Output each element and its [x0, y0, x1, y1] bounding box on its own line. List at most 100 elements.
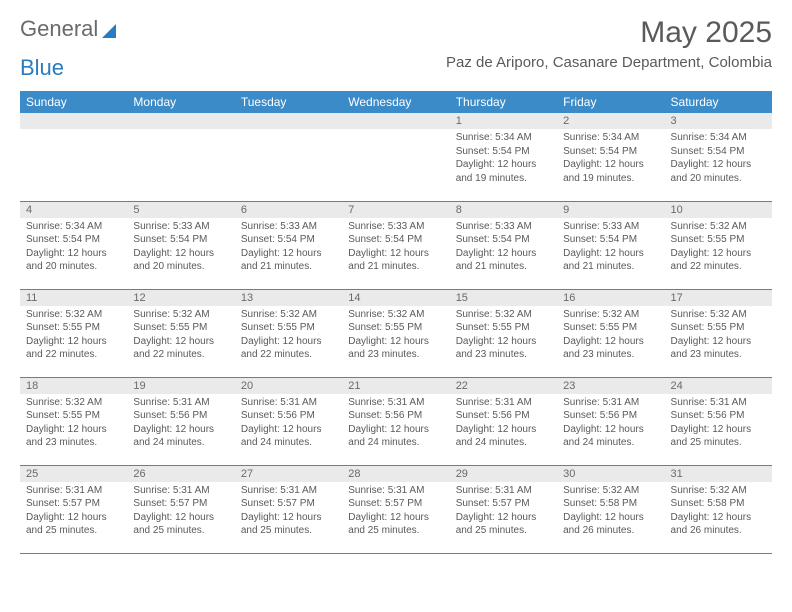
day-number: 4	[20, 202, 127, 218]
calendar-cell: 28Sunrise: 5:31 AMSunset: 5:57 PMDayligh…	[342, 465, 449, 553]
calendar-cell: 23Sunrise: 5:31 AMSunset: 5:56 PMDayligh…	[557, 377, 664, 465]
day-number: 21	[342, 378, 449, 394]
weekday-header: Tuesday	[235, 91, 342, 113]
empty-day	[235, 113, 342, 129]
day-content: Sunrise: 5:31 AMSunset: 5:56 PMDaylight:…	[665, 394, 772, 454]
calendar-body: 1Sunrise: 5:34 AMSunset: 5:54 PMDaylight…	[20, 113, 772, 553]
calendar-week-row: 25Sunrise: 5:31 AMSunset: 5:57 PMDayligh…	[20, 465, 772, 553]
day-number: 31	[665, 466, 772, 482]
day-number: 23	[557, 378, 664, 394]
calendar-cell: 14Sunrise: 5:32 AMSunset: 5:55 PMDayligh…	[342, 289, 449, 377]
day-content: Sunrise: 5:34 AMSunset: 5:54 PMDaylight:…	[665, 129, 772, 189]
weekday-header: Saturday	[665, 91, 772, 113]
calendar-cell: 25Sunrise: 5:31 AMSunset: 5:57 PMDayligh…	[20, 465, 127, 553]
day-number: 20	[235, 378, 342, 394]
day-number: 10	[665, 202, 772, 218]
calendar-cell: 19Sunrise: 5:31 AMSunset: 5:56 PMDayligh…	[127, 377, 234, 465]
calendar-cell: 20Sunrise: 5:31 AMSunset: 5:56 PMDayligh…	[235, 377, 342, 465]
day-content: Sunrise: 5:34 AMSunset: 5:54 PMDaylight:…	[557, 129, 664, 189]
day-content: Sunrise: 5:32 AMSunset: 5:55 PMDaylight:…	[665, 306, 772, 366]
day-content: Sunrise: 5:34 AMSunset: 5:54 PMDaylight:…	[20, 218, 127, 278]
day-number: 26	[127, 466, 234, 482]
location-text: Paz de Ariporo, Casanare Department, Col…	[446, 54, 772, 71]
logo-text-2: Blue	[20, 55, 64, 81]
day-content: Sunrise: 5:32 AMSunset: 5:58 PMDaylight:…	[665, 482, 772, 542]
day-content: Sunrise: 5:32 AMSunset: 5:55 PMDaylight:…	[450, 306, 557, 366]
calendar-cell: 18Sunrise: 5:32 AMSunset: 5:55 PMDayligh…	[20, 377, 127, 465]
calendar-cell: 24Sunrise: 5:31 AMSunset: 5:56 PMDayligh…	[665, 377, 772, 465]
day-content: Sunrise: 5:31 AMSunset: 5:57 PMDaylight:…	[235, 482, 342, 542]
calendar-cell: 22Sunrise: 5:31 AMSunset: 5:56 PMDayligh…	[450, 377, 557, 465]
page-title: May 2025	[446, 16, 772, 50]
day-number: 16	[557, 290, 664, 306]
logo: General	[20, 16, 116, 42]
calendar-cell: 12Sunrise: 5:32 AMSunset: 5:55 PMDayligh…	[127, 289, 234, 377]
calendar-cell: 15Sunrise: 5:32 AMSunset: 5:55 PMDayligh…	[450, 289, 557, 377]
weekday-header: Monday	[127, 91, 234, 113]
day-content: Sunrise: 5:32 AMSunset: 5:55 PMDaylight:…	[557, 306, 664, 366]
calendar-cell: 1Sunrise: 5:34 AMSunset: 5:54 PMDaylight…	[450, 113, 557, 201]
day-content: Sunrise: 5:33 AMSunset: 5:54 PMDaylight:…	[235, 218, 342, 278]
weekday-header: Friday	[557, 91, 664, 113]
logo-text-1: General	[20, 16, 98, 42]
day-number: 13	[235, 290, 342, 306]
day-number: 6	[235, 202, 342, 218]
logo-mark-icon	[102, 24, 116, 38]
calendar-cell: 10Sunrise: 5:32 AMSunset: 5:55 PMDayligh…	[665, 201, 772, 289]
calendar-cell: 30Sunrise: 5:32 AMSunset: 5:58 PMDayligh…	[557, 465, 664, 553]
day-content: Sunrise: 5:33 AMSunset: 5:54 PMDaylight:…	[450, 218, 557, 278]
calendar-cell: 3Sunrise: 5:34 AMSunset: 5:54 PMDaylight…	[665, 113, 772, 201]
calendar-cell: 6Sunrise: 5:33 AMSunset: 5:54 PMDaylight…	[235, 201, 342, 289]
day-number: 28	[342, 466, 449, 482]
day-number: 9	[557, 202, 664, 218]
day-number: 27	[235, 466, 342, 482]
empty-day	[127, 113, 234, 129]
calendar-cell: 16Sunrise: 5:32 AMSunset: 5:55 PMDayligh…	[557, 289, 664, 377]
day-content: Sunrise: 5:31 AMSunset: 5:56 PMDaylight:…	[450, 394, 557, 454]
day-number: 8	[450, 202, 557, 218]
day-content: Sunrise: 5:33 AMSunset: 5:54 PMDaylight:…	[557, 218, 664, 278]
day-content: Sunrise: 5:31 AMSunset: 5:57 PMDaylight:…	[450, 482, 557, 542]
calendar-cell: 8Sunrise: 5:33 AMSunset: 5:54 PMDaylight…	[450, 201, 557, 289]
empty-day	[342, 113, 449, 129]
day-content: Sunrise: 5:31 AMSunset: 5:56 PMDaylight:…	[342, 394, 449, 454]
day-content: Sunrise: 5:32 AMSunset: 5:55 PMDaylight:…	[20, 394, 127, 454]
day-number: 7	[342, 202, 449, 218]
day-number: 30	[557, 466, 664, 482]
day-number: 15	[450, 290, 557, 306]
day-number: 22	[450, 378, 557, 394]
calendar-cell: 29Sunrise: 5:31 AMSunset: 5:57 PMDayligh…	[450, 465, 557, 553]
day-number: 14	[342, 290, 449, 306]
calendar-cell	[342, 113, 449, 201]
calendar-cell: 7Sunrise: 5:33 AMSunset: 5:54 PMDaylight…	[342, 201, 449, 289]
calendar-week-row: 1Sunrise: 5:34 AMSunset: 5:54 PMDaylight…	[20, 113, 772, 201]
day-content: Sunrise: 5:31 AMSunset: 5:56 PMDaylight:…	[127, 394, 234, 454]
day-content: Sunrise: 5:33 AMSunset: 5:54 PMDaylight:…	[342, 218, 449, 278]
calendar-cell: 2Sunrise: 5:34 AMSunset: 5:54 PMDaylight…	[557, 113, 664, 201]
calendar-cell: 11Sunrise: 5:32 AMSunset: 5:55 PMDayligh…	[20, 289, 127, 377]
day-content: Sunrise: 5:33 AMSunset: 5:54 PMDaylight:…	[127, 218, 234, 278]
day-number: 5	[127, 202, 234, 218]
day-number: 18	[20, 378, 127, 394]
calendar-cell	[235, 113, 342, 201]
day-number: 12	[127, 290, 234, 306]
calendar-header: SundayMondayTuesdayWednesdayThursdayFrid…	[20, 91, 772, 113]
day-content: Sunrise: 5:31 AMSunset: 5:56 PMDaylight:…	[235, 394, 342, 454]
day-content: Sunrise: 5:32 AMSunset: 5:55 PMDaylight:…	[127, 306, 234, 366]
calendar-table: SundayMondayTuesdayWednesdayThursdayFrid…	[20, 91, 772, 554]
calendar-cell: 21Sunrise: 5:31 AMSunset: 5:56 PMDayligh…	[342, 377, 449, 465]
weekday-header: Sunday	[20, 91, 127, 113]
weekday-header: Thursday	[450, 91, 557, 113]
calendar-cell: 9Sunrise: 5:33 AMSunset: 5:54 PMDaylight…	[557, 201, 664, 289]
day-number: 11	[20, 290, 127, 306]
day-number: 19	[127, 378, 234, 394]
calendar-cell: 4Sunrise: 5:34 AMSunset: 5:54 PMDaylight…	[20, 201, 127, 289]
day-content: Sunrise: 5:31 AMSunset: 5:56 PMDaylight:…	[557, 394, 664, 454]
day-content: Sunrise: 5:31 AMSunset: 5:57 PMDaylight:…	[20, 482, 127, 542]
day-number: 17	[665, 290, 772, 306]
day-content: Sunrise: 5:34 AMSunset: 5:54 PMDaylight:…	[450, 129, 557, 189]
empty-day	[20, 113, 127, 129]
calendar-cell: 27Sunrise: 5:31 AMSunset: 5:57 PMDayligh…	[235, 465, 342, 553]
calendar-week-row: 11Sunrise: 5:32 AMSunset: 5:55 PMDayligh…	[20, 289, 772, 377]
day-content: Sunrise: 5:32 AMSunset: 5:55 PMDaylight:…	[235, 306, 342, 366]
